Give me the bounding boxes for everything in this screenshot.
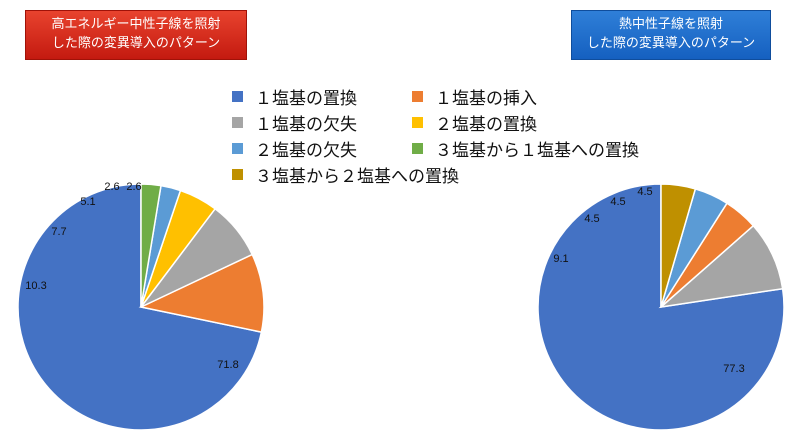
- pie-slice: [138, 253, 265, 333]
- slice-data-label: 77.3: [723, 363, 744, 375]
- legend-item: １塩基の欠失: [232, 110, 357, 135]
- legend-swatch: [412, 117, 423, 128]
- slice-data-label: 2.6: [104, 181, 119, 193]
- slice-data-label: 5.1: [80, 196, 95, 208]
- legend-item: １塩基の置換: [232, 84, 357, 109]
- legend-label: １塩基の挿入: [435, 89, 537, 109]
- legend-label: ３塩基から２塩基への置換: [255, 167, 459, 187]
- slice-data-label: 7.7: [51, 226, 66, 238]
- left-title-line-2: した際の変異導入のパターン: [51, 36, 221, 51]
- right-title-line-1: 熱中性子線を照射: [618, 17, 723, 32]
- slice-data-label: 4.5: [637, 186, 652, 198]
- right-title-line-2: した際の変異導入のパターン: [586, 36, 756, 51]
- legend: １塩基の置換 １塩基の挿入 １塩基の欠失 ２塩基の置換 ２塩基の欠失 ３塩基から…: [232, 84, 692, 192]
- legend-label: ２塩基の置換: [435, 115, 537, 135]
- slice-data-label: 9.1: [553, 253, 568, 265]
- left-title-line-1: 高エネルギー中性子線を照射: [51, 17, 221, 32]
- legend-item: ２塩基の欠失: [232, 136, 357, 161]
- legend-item: １塩基の挿入: [412, 84, 537, 109]
- legend-label: ３塩基から１塩基への置換: [435, 141, 639, 161]
- legend-swatch: [412, 143, 423, 154]
- right-chart-title: 熱中性子線を照射 した際の変異導入のパターン: [571, 10, 771, 60]
- legend-swatch: [232, 143, 243, 154]
- legend-swatch: [412, 91, 423, 102]
- slice-data-label: 2.6: [126, 181, 141, 193]
- legend-item: ２塩基の置換: [412, 110, 537, 135]
- slice-data-label: 4.5: [610, 196, 625, 208]
- legend-swatch: [232, 169, 243, 180]
- left-chart-title: 高エネルギー中性子線を照射 した際の変異導入のパターン: [25, 10, 247, 60]
- legend-item: ３塩基から１塩基への置換: [412, 136, 639, 161]
- slice-data-label: 4.5: [584, 213, 599, 225]
- legend-label: １塩基の置換: [255, 89, 357, 109]
- slice-data-label: 10.3: [25, 280, 46, 292]
- legend-swatch: [232, 117, 243, 128]
- pie-slice: [140, 183, 162, 308]
- legend-label: ２塩基の欠失: [255, 141, 357, 161]
- pie-slice: [660, 183, 697, 308]
- legend-label: １塩基の欠失: [255, 115, 357, 135]
- slice-data-label: 71.8: [217, 359, 238, 371]
- legend-item: ３塩基から２塩基への置換: [232, 162, 459, 187]
- legend-swatch: [232, 91, 243, 102]
